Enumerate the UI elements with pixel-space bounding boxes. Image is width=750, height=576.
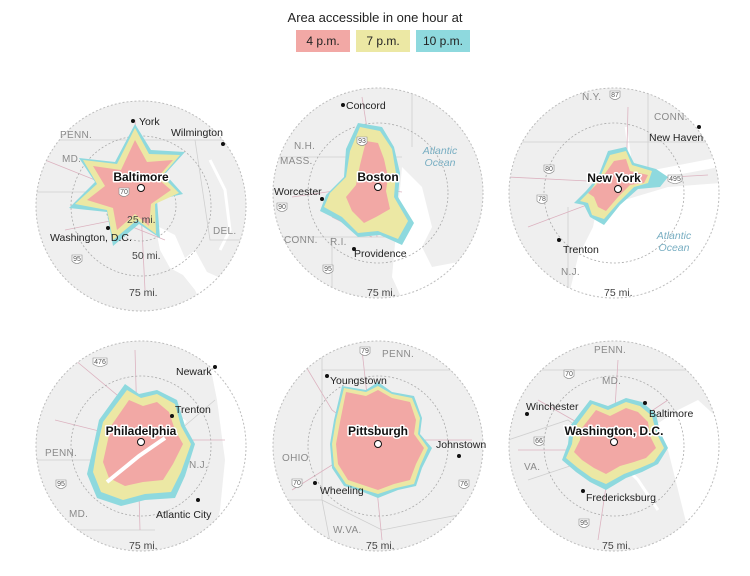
highway-label: 70	[120, 189, 128, 196]
ring-label: 75 mi.	[129, 540, 158, 552]
ring-label: 75 mi.	[366, 540, 395, 552]
state-label: N.H.	[294, 141, 315, 152]
state-label: N.J.	[189, 460, 208, 471]
highway-label: 95	[57, 481, 65, 488]
ocean-label: Atlantic	[656, 230, 692, 242]
state-label: MASS.	[280, 156, 313, 167]
place-label: Fredericksburg	[586, 492, 656, 504]
state-label: CONN.	[284, 235, 318, 246]
map-new-york: 87 80 78 495 N.Y. CONN. N.J. New Haven T…	[508, 87, 720, 299]
state-label: N.J.	[561, 267, 580, 278]
place-label: York	[139, 116, 160, 128]
interstate-shield-70-icon	[291, 478, 303, 488]
interstate-shield-70-icon	[118, 187, 130, 197]
state-label: PENN.	[60, 130, 92, 141]
highway-label: 76	[460, 481, 468, 488]
state-label: N.Y.	[582, 92, 601, 103]
highway-label: 80	[545, 166, 553, 173]
ring-label: 75 mi.	[129, 287, 158, 299]
interstate-shield-80-icon	[543, 164, 555, 174]
state-label: MD.	[602, 376, 621, 387]
city-label: Baltimore	[113, 170, 169, 184]
highway-label: 495	[669, 176, 681, 183]
highway-label: 70	[565, 371, 573, 378]
ocean-label: Ocean	[425, 157, 456, 169]
highway-label: 95	[580, 520, 588, 527]
map-philadelphia: 476 95 PENN. N.J. MD. Newark Trenton Atl…	[35, 340, 247, 552]
ring-label: 50 mi.	[132, 250, 161, 262]
ocean-label: Atlantic	[422, 145, 458, 157]
ring-label: 75 mi.	[367, 287, 396, 299]
place-label: Trenton	[175, 404, 211, 416]
place-label: Wheeling	[320, 485, 364, 497]
state-label: PENN.	[382, 349, 414, 360]
highway-label: 78	[538, 196, 546, 203]
interstate-shield-78-icon	[536, 194, 548, 204]
interstate-shield-476-icon	[92, 357, 108, 367]
highway-label: 90	[278, 204, 286, 211]
ring-label: 25 mi.	[127, 214, 156, 226]
place-label: Washington, D.C.	[50, 232, 132, 244]
highway-label: 66	[535, 438, 543, 445]
interstate-shield-70-icon	[563, 369, 575, 379]
place-label: Wilmington	[171, 127, 223, 139]
legend-item-7pm: 7 p.m.	[356, 30, 410, 52]
interstate-shield-95-icon	[55, 479, 67, 489]
interstate-shield-79-icon	[359, 346, 371, 356]
place-label: Baltimore	[649, 408, 694, 420]
state-label: VA.	[524, 462, 540, 473]
map-baltimore: 70 95 PENN. MD. DEL. York Wilmington Was…	[35, 100, 247, 312]
state-label: PENN.	[45, 448, 77, 459]
highway-label: 95	[73, 256, 81, 263]
interstate-shield-76-icon	[458, 479, 470, 489]
city-label: Pittsburgh	[348, 424, 408, 438]
interstate-shield-93-icon	[356, 136, 368, 146]
legend-item-4pm: 4 p.m.	[296, 30, 350, 52]
state-label: MD.	[69, 509, 88, 520]
legend-item-10pm: 10 p.m.	[416, 30, 470, 52]
interstate-shield-87-icon	[609, 90, 621, 100]
map-boston: 93 90 95 N.H. MASS. CONN. R.I. Concord W…	[272, 87, 484, 299]
state-label: PENN.	[594, 345, 626, 356]
city-label: New York	[587, 171, 641, 185]
highway-label: 79	[361, 348, 369, 355]
ocean-label: Ocean	[659, 242, 690, 254]
ring-label: 75 mi.	[604, 287, 633, 299]
city-label: Philadelphia	[106, 424, 177, 438]
state-label: CONN.	[654, 112, 688, 123]
place-label: Concord	[346, 100, 386, 112]
highway-label: 87	[611, 92, 619, 99]
place-label: Providence	[354, 248, 407, 260]
legend: 4 p.m. 7 p.m. 10 p.m.	[296, 30, 470, 52]
city-label: Washington, D.C.	[565, 424, 664, 438]
interstate-shield-90-icon	[276, 202, 288, 212]
map-pittsburgh: 79 70 76 PENN. OHIO W.VA. Youngstown Joh…	[272, 340, 486, 552]
interstate-shield-495-icon	[667, 174, 683, 184]
state-label: W.VA.	[333, 525, 362, 536]
place-label: Youngstown	[330, 375, 387, 387]
state-label: DEL.	[213, 226, 236, 237]
place-label: New Haven	[649, 132, 703, 144]
highway-label: 95	[324, 266, 332, 273]
ring-label: 75 mi.	[602, 540, 631, 552]
state-label: MD.	[62, 154, 81, 165]
place-label: Worcester	[274, 186, 322, 198]
place-label: Newark	[176, 366, 212, 378]
place-label: Atlantic City	[156, 509, 212, 521]
interstate-shield-95-icon	[322, 264, 334, 274]
highway-label: 93	[358, 138, 366, 145]
state-label: OHIO	[282, 453, 309, 464]
place-label: Trenton	[563, 244, 599, 256]
highway-label: 476	[94, 359, 106, 366]
place-label: Winchester	[526, 401, 579, 413]
interstate-shield-66-icon	[533, 436, 545, 446]
map-washington-dc: 70 66 95 PENN. MD. VA. Winchester Baltim…	[508, 340, 720, 552]
interstate-shield-95-icon	[578, 518, 590, 528]
highway-label: 70	[293, 480, 301, 487]
legend-title: Area accessible in one hour at	[287, 10, 463, 25]
interstate-shield-95-icon	[71, 254, 83, 264]
state-label: R.I.	[330, 237, 347, 248]
place-label: Johnstown	[436, 439, 486, 451]
city-label: Boston	[357, 170, 398, 184]
